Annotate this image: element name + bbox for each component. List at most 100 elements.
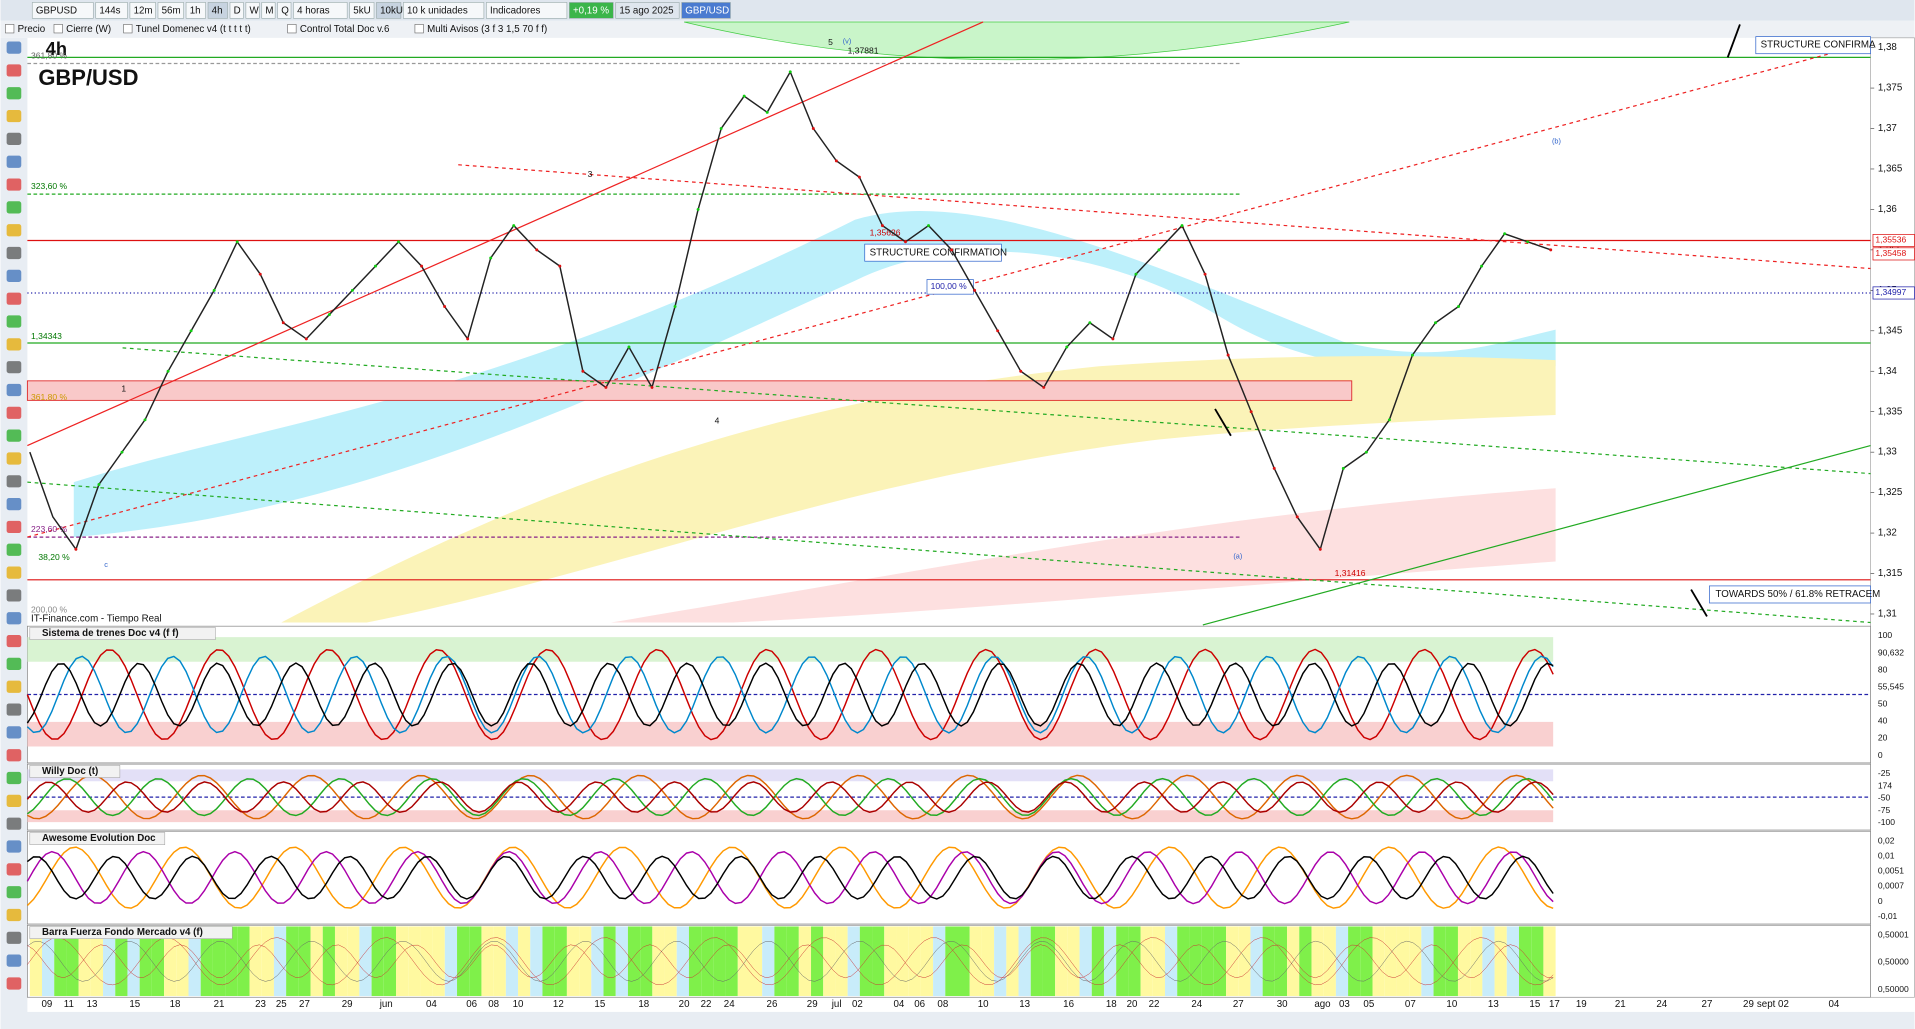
tool-icon[interactable] — [6, 680, 22, 693]
legend-item[interactable]: Precio — [18, 24, 46, 35]
legend-item[interactable]: Cierre (W) — [66, 24, 111, 35]
toolbar-label[interactable]: GBPUSD — [36, 6, 77, 17]
tool-icon[interactable] — [6, 338, 22, 351]
tool-icon[interactable] — [6, 543, 22, 556]
legend-item[interactable]: Multi Avisos (3 f 3 1,5 70 f f) — [427, 24, 547, 35]
legend-checkbox[interactable] — [123, 24, 133, 34]
tool-icon[interactable] — [6, 726, 22, 739]
tool-icon[interactable] — [6, 771, 22, 785]
panel-stripe — [566, 926, 580, 997]
panel-title[interactable]: Awesome Evolution Doc — [42, 833, 156, 844]
toolbar-button[interactable] — [403, 2, 485, 19]
toolbar-label[interactable]: 56m — [162, 6, 181, 17]
toolbar-label[interactable]: 10kU — [380, 6, 403, 17]
tool-icon[interactable] — [6, 452, 22, 465]
toolbar-button[interactable] — [185, 2, 206, 19]
toolbar-label[interactable]: W — [250, 6, 260, 17]
panel-stripe — [249, 926, 262, 997]
tool-icon[interactable] — [6, 520, 22, 534]
toolbar-label[interactable]: 1h — [190, 6, 201, 17]
toolbar-button[interactable] — [207, 2, 228, 19]
toolbar-button[interactable] — [261, 2, 276, 19]
panel-title[interactable]: Willy Doc (t) — [42, 766, 98, 777]
toolbar-label[interactable]: 15 ago 2025 — [619, 6, 674, 17]
toolbar-label[interactable]: M — [265, 6, 273, 17]
toolbar-button[interactable] — [615, 2, 680, 19]
tool-icon[interactable] — [6, 794, 22, 807]
toolbar-label[interactable]: D — [234, 6, 241, 17]
x-tick-label: ago — [1314, 999, 1331, 1010]
toolbar-button[interactable] — [349, 2, 375, 19]
legend-checkbox[interactable] — [414, 24, 424, 34]
toolbar-button[interactable] — [376, 2, 402, 19]
tool-icon[interactable] — [6, 87, 22, 100]
tool-icon[interactable] — [6, 246, 22, 260]
tool-icon[interactable] — [6, 908, 22, 922]
tool-icon[interactable] — [6, 109, 22, 123]
toolbar-label[interactable]: 144s — [99, 6, 120, 17]
panel-stripe — [591, 926, 604, 997]
tool-icon[interactable] — [6, 817, 22, 830]
tool-icon[interactable] — [6, 406, 22, 419]
tool-icon[interactable] — [6, 931, 22, 944]
tool-icon[interactable] — [6, 292, 22, 305]
tool-icon[interactable] — [6, 475, 22, 488]
legend-checkbox[interactable] — [53, 24, 63, 34]
tool-icon[interactable] — [6, 657, 22, 671]
toolbar-label[interactable]: 12m — [134, 6, 153, 17]
panel-title[interactable]: Barra Fuerza Fondo Mercado v4 (f) — [42, 927, 203, 938]
toolbar-button[interactable] — [129, 2, 156, 19]
tool-icon[interactable] — [6, 612, 22, 625]
tool-icon[interactable] — [6, 383, 22, 397]
toolbar-button[interactable] — [157, 2, 184, 19]
toolbar-label[interactable]: Indicadores — [490, 6, 541, 17]
tool-icon[interactable] — [6, 269, 22, 282]
toolbar-button[interactable] — [95, 2, 128, 19]
toolbar-button[interactable] — [681, 2, 731, 19]
tool-icon[interactable] — [6, 566, 22, 579]
toolbar-button[interactable] — [569, 2, 614, 19]
legend-checkbox[interactable] — [5, 24, 15, 34]
legend-item[interactable]: Control Total Doc v.6 — [300, 24, 390, 35]
tool-icon[interactable] — [6, 315, 22, 328]
tool-icon[interactable] — [6, 155, 22, 168]
toolbar-button[interactable] — [277, 2, 292, 19]
tool-icon[interactable] — [6, 589, 22, 602]
wave-label: 3 — [588, 169, 593, 179]
toolbar-button[interactable] — [293, 2, 348, 19]
toolbar-button[interactable] — [245, 2, 260, 19]
tool-icon[interactable] — [6, 840, 22, 853]
toolbar-label[interactable]: +0,19 % — [573, 6, 609, 17]
tool-icon[interactable] — [6, 201, 22, 214]
tool-icon[interactable] — [6, 954, 22, 967]
tool-icon[interactable] — [6, 132, 22, 146]
tool-icon[interactable] — [6, 863, 22, 876]
tool-icon[interactable] — [6, 429, 22, 442]
toolbar-button[interactable] — [229, 2, 244, 19]
toolbar-button[interactable] — [31, 2, 94, 19]
toolbar-label[interactable]: 4 horas — [297, 6, 330, 17]
toolbar-label[interactable]: 10 k unidades — [407, 6, 468, 17]
tool-icon[interactable] — [6, 977, 22, 990]
legend-checkbox[interactable] — [287, 24, 297, 34]
panel-stripe — [603, 926, 616, 997]
panel-stripe — [310, 926, 323, 997]
tool-icon[interactable] — [6, 178, 22, 191]
toolbar-label[interactable]: 4h — [212, 6, 223, 17]
y-tick-label: 1,33 — [1878, 447, 1897, 458]
tool-icon[interactable] — [6, 634, 22, 648]
tool-icon[interactable] — [6, 64, 22, 77]
toolbar-button[interactable] — [486, 2, 568, 19]
toolbar-label[interactable]: 5kU — [353, 6, 370, 17]
tool-icon[interactable] — [6, 886, 22, 899]
tool-icon[interactable] — [6, 41, 22, 54]
panel-title[interactable]: Sistema de trenes Doc v4 (f f) — [42, 628, 179, 639]
tool-icon[interactable] — [6, 361, 22, 374]
tool-icon[interactable] — [6, 498, 22, 511]
tool-icon[interactable] — [6, 224, 22, 237]
tool-icon[interactable] — [6, 749, 22, 762]
toolbar-label[interactable]: GBP/USD — [685, 6, 729, 17]
tool-icon[interactable] — [6, 703, 22, 716]
toolbar-label[interactable]: Q — [281, 6, 289, 17]
legend-item[interactable]: Tunel Domenec v4 (t t t t t) — [136, 24, 251, 35]
